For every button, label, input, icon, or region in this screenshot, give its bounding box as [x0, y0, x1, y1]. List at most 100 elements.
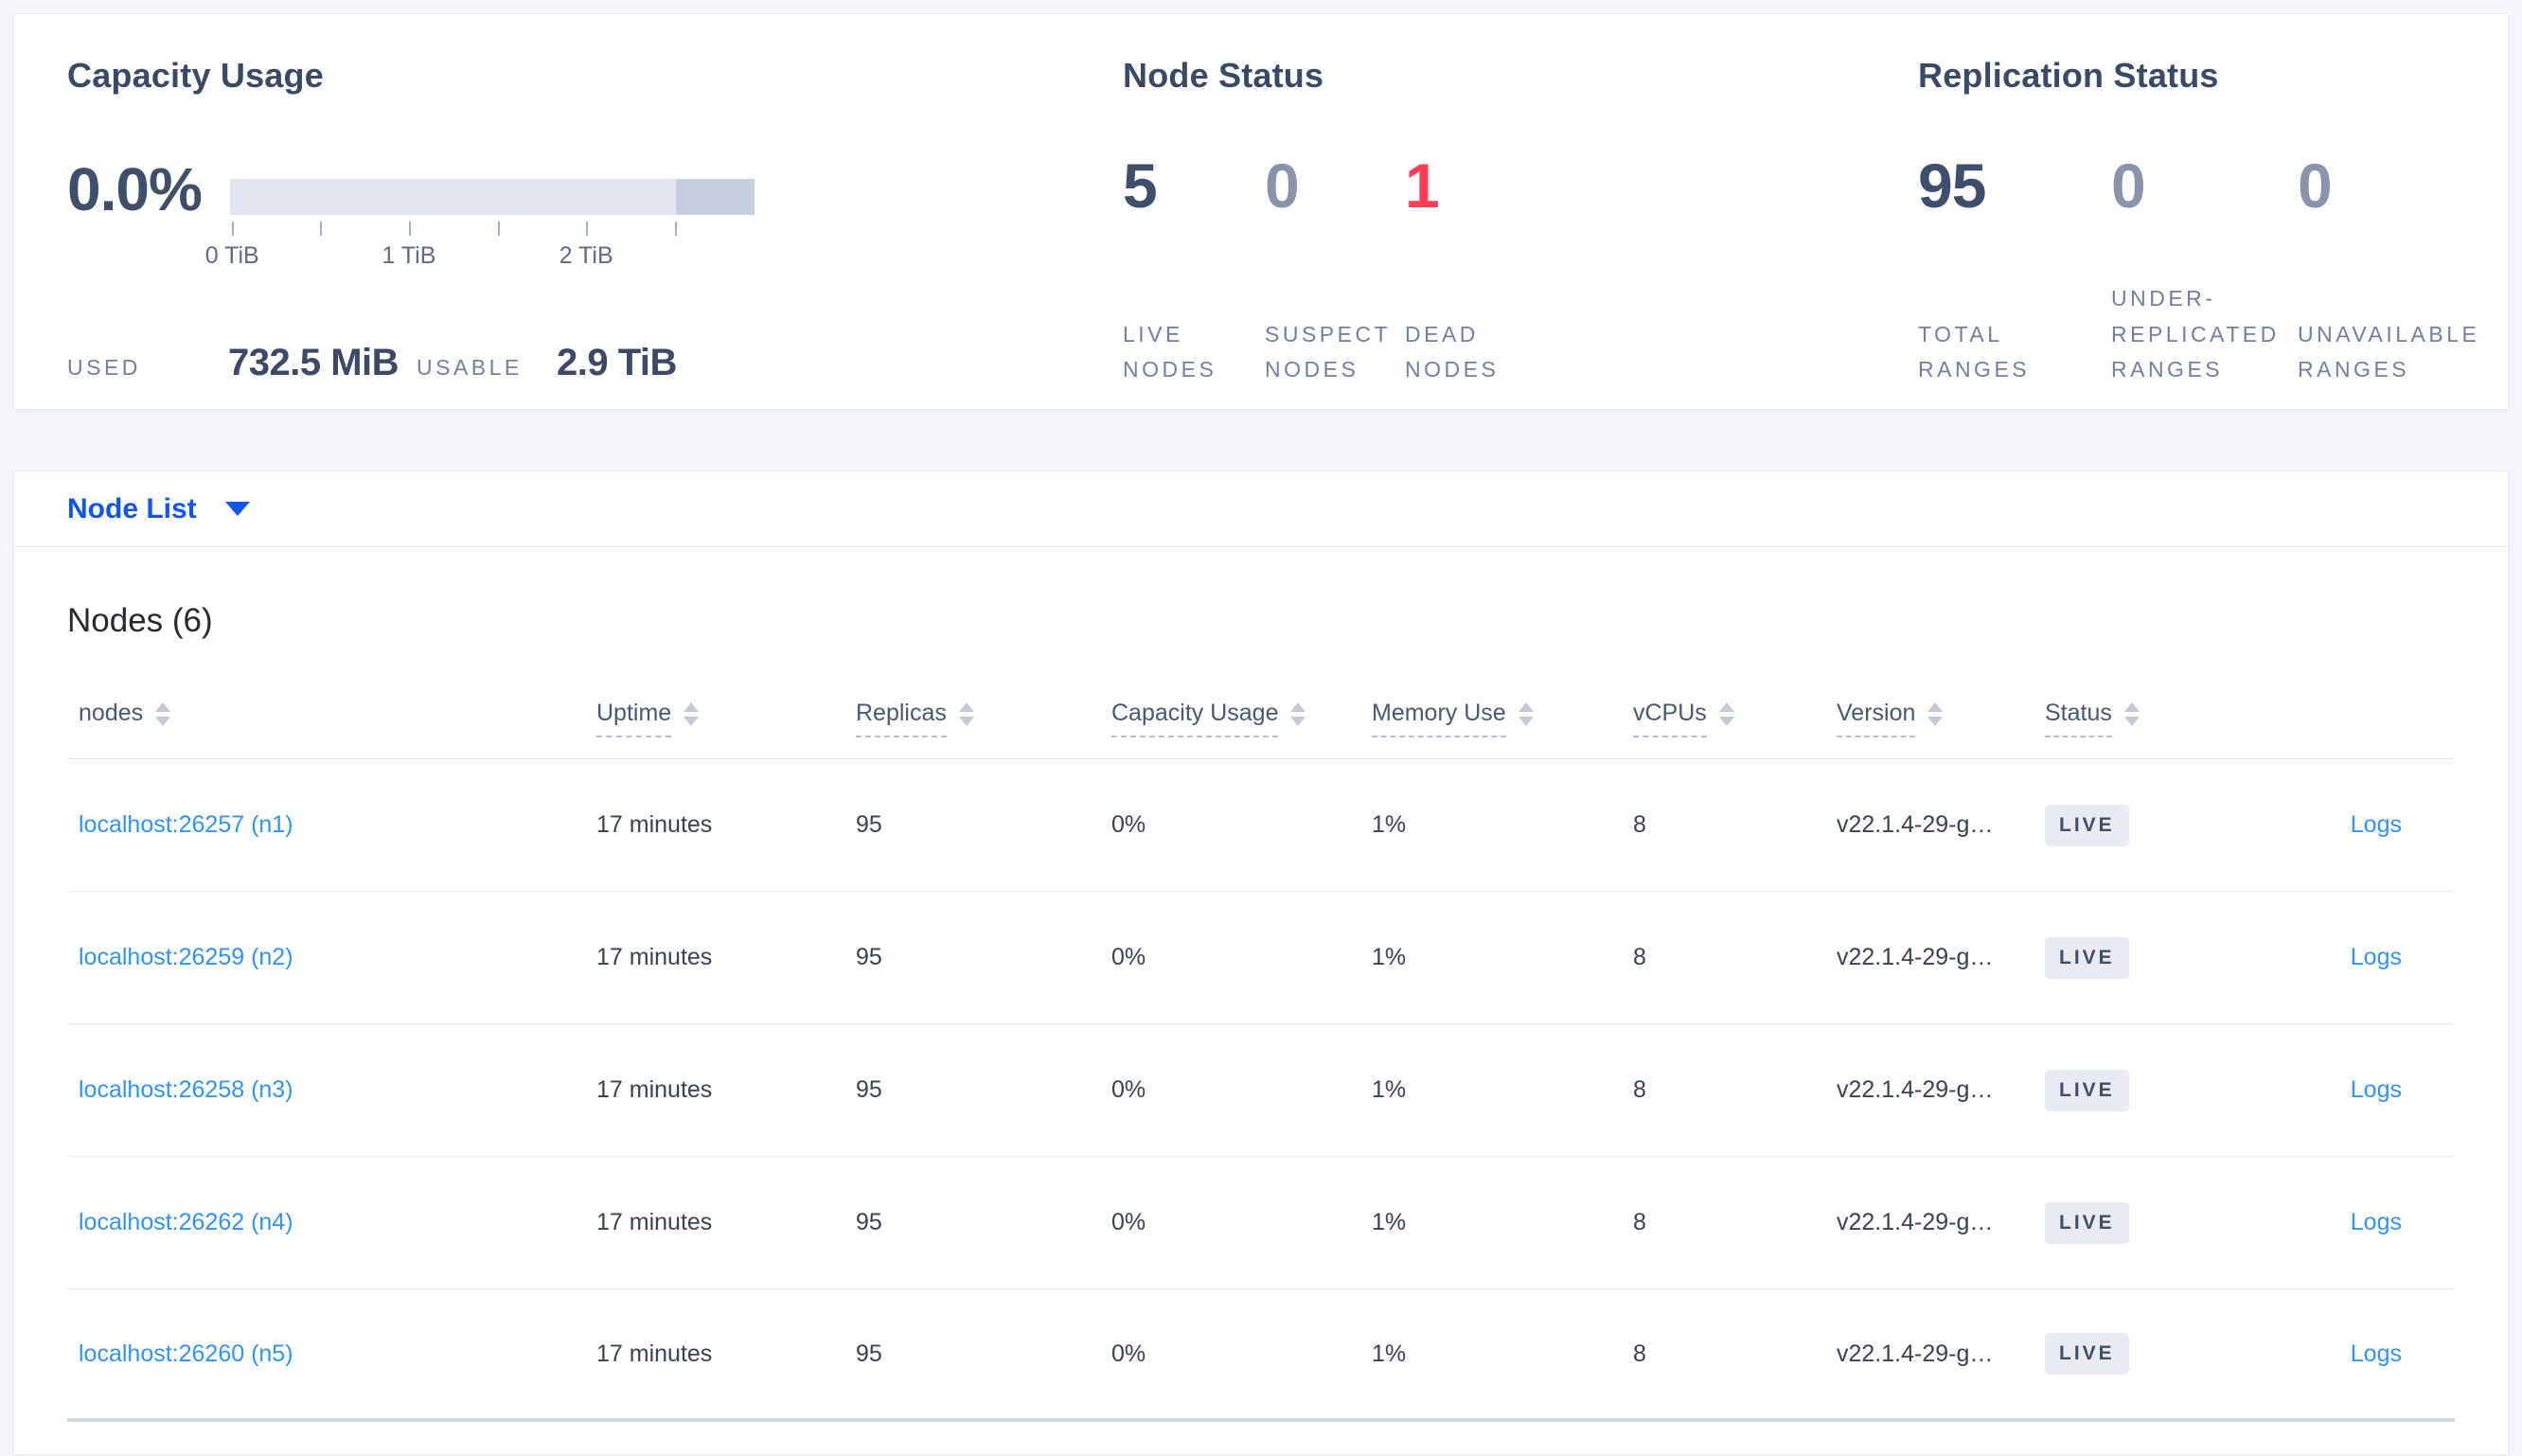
status-cell: LIVE — [2045, 1201, 2258, 1244]
capacity-usage-cell: 0% — [1111, 944, 1146, 970]
sort-icon — [1718, 702, 1734, 726]
status-badge: LIVE — [2045, 1333, 2129, 1375]
sort-icon — [1518, 702, 1534, 726]
logs-cell: Logs — [2258, 1209, 2455, 1236]
logs-link[interactable]: Logs — [2350, 1076, 2402, 1103]
view-selector-dropdown[interactable]: Node List — [14, 471, 2508, 547]
status-cell: LIVE — [2045, 1333, 2258, 1375]
replicas-cell: 95 — [856, 811, 882, 838]
node-link[interactable]: localhost:26262 (n4) — [79, 1209, 293, 1235]
status-badge: LIVE — [2045, 1069, 2129, 1111]
node-address-cell: localhost:26259 (n2) — [67, 944, 596, 971]
replicas-cell: 95 — [856, 1076, 882, 1103]
column-header-status[interactable]: Status — [2045, 699, 2258, 737]
version-cell: v22.1.4-29-g… — [1837, 811, 1994, 838]
vcpus-cell: 8 — [1633, 811, 1646, 838]
column-header-nodes[interactable]: nodes — [67, 699, 596, 727]
version-cell: v22.1.4-29-g… — [1837, 944, 1994, 970]
logs-link[interactable]: Logs — [2350, 944, 2402, 970]
used-label: USED — [67, 355, 141, 380]
column-header-replicas[interactable]: Replicas — [856, 699, 1111, 737]
suspect-nodes-count: 0 — [1265, 151, 1300, 221]
usable-value: 2.9 TiB — [557, 342, 677, 383]
capacity-usage-cell: 0% — [1111, 1340, 1146, 1367]
sort-icon — [1290, 702, 1306, 726]
status-badge: LIVE — [2045, 1201, 2129, 1244]
node-status-numbers: 5 0 1 — [1123, 151, 1440, 222]
node-address-cell: localhost:26257 (n1) — [67, 811, 596, 839]
axis-label-1tib: 1 TiB — [382, 242, 436, 269]
version-cell: v22.1.4-29-g… — [1837, 1076, 1994, 1103]
cluster-summary-card: Capacity Usage Node Status Replication S… — [13, 13, 2509, 410]
status-cell: LIVE — [2045, 1069, 2258, 1111]
column-header-vcpus[interactable]: vCPUs — [1633, 699, 1837, 737]
node-status-title: Node Status — [1123, 56, 1324, 95]
sort-icon — [2123, 702, 2140, 726]
capacity-usage-cell: 0% — [1111, 1209, 1146, 1235]
status-badge: LIVE — [2045, 804, 2129, 846]
sort-icon — [1927, 702, 1944, 726]
replication-status-labels: TOTAL RANGES UNDER-REPLICATED RANGES UNA… — [1918, 281, 2515, 387]
vcpus-cell: 8 — [1633, 1209, 1646, 1235]
logs-link[interactable]: Logs — [2350, 1209, 2402, 1235]
logs-link[interactable]: Logs — [2350, 1340, 2402, 1367]
logs-cell: Logs — [2258, 944, 2455, 971]
replicas-cell: 95 — [856, 1340, 882, 1367]
node-link[interactable]: localhost:26258 (n3) — [79, 1076, 293, 1103]
replication-status-title: Replication Status — [1918, 56, 2219, 95]
under-replicated-ranges-label: UNDER-REPLICATED RANGES — [2111, 286, 2280, 382]
column-header-memory-use[interactable]: Memory Use — [1372, 699, 1633, 737]
live-nodes-label: LIVE NODES — [1123, 321, 1217, 382]
sort-icon — [155, 702, 171, 726]
status-badge: LIVE — [2045, 936, 2129, 979]
node-address-cell: localhost:26258 (n3) — [67, 1076, 596, 1104]
capacity-bar-reserved-segment — [675, 179, 755, 215]
version-cell: v22.1.4-29-g… — [1837, 1209, 1994, 1235]
memory-use-cell: 1% — [1372, 944, 1407, 970]
node-address-cell: localhost:26260 (n5) — [67, 1341, 596, 1368]
capacity-usage-title: Capacity Usage — [67, 56, 324, 95]
status-cell: LIVE — [2045, 804, 2258, 846]
vcpus-cell: 8 — [1633, 944, 1646, 970]
node-link[interactable]: localhost:26259 (n2) — [79, 944, 293, 970]
memory-use-cell: 1% — [1372, 1076, 1407, 1103]
dead-nodes-count: 1 — [1405, 151, 1440, 221]
replicas-cell: 95 — [856, 944, 882, 970]
column-header-version[interactable]: Version — [1837, 699, 2045, 737]
replicas-cell: 95 — [856, 1209, 882, 1235]
uptime-cell: 17 minutes — [596, 1076, 713, 1103]
capacity-usage-cell: 0% — [1111, 1076, 1146, 1103]
capacity-axis-ticks — [230, 222, 755, 237]
axis-label-2tib: 2 TiB — [559, 242, 613, 269]
table-body: localhost:26257 (n1) 17 minutes 95 0% 1%… — [67, 759, 2455, 1422]
sort-icon — [958, 702, 974, 726]
logs-cell: Logs — [2258, 811, 2455, 839]
memory-use-cell: 1% — [1372, 1209, 1407, 1235]
table-row: localhost:26258 (n3) 17 minutes 95 0% 1%… — [67, 1024, 2455, 1157]
column-header-uptime[interactable]: Uptime — [596, 699, 856, 737]
used-value: 732.5 MiB — [228, 342, 400, 383]
dead-nodes-label: DEAD NODES — [1405, 321, 1500, 382]
table-header-row: nodes Uptime Replicas Capacity Usage Mem… — [67, 699, 2455, 759]
logs-cell: Logs — [2258, 1341, 2455, 1368]
column-header-capacity-usage[interactable]: Capacity Usage — [1111, 699, 1372, 737]
live-nodes-count: 5 — [1123, 151, 1158, 221]
logs-link[interactable]: Logs — [2350, 811, 2402, 838]
memory-use-cell: 1% — [1372, 811, 1407, 838]
unavailable-ranges-count: 0 — [2298, 151, 2333, 221]
capacity-used-usable-row: USED 732.5 MiB USABLE 2.9 TiB — [67, 342, 677, 384]
suspect-nodes-label: SUSPECT NODES — [1265, 321, 1391, 382]
table-row: localhost:26260 (n5) 17 minutes 95 0% 1%… — [67, 1289, 2455, 1422]
uptime-cell: 17 minutes — [596, 1340, 713, 1367]
node-list-card: Node List Nodes (6) nodes Uptime Replica… — [13, 471, 2509, 1455]
capacity-axis-labels: 0 TiB 1 TiB 2 TiB — [205, 242, 755, 271]
view-selector-label: Node List — [67, 492, 197, 524]
node-link[interactable]: localhost:26260 (n5) — [79, 1340, 293, 1367]
capacity-usage-gauge: 0 TiB 1 TiB 2 TiB — [205, 179, 755, 271]
under-replicated-ranges-count: 0 — [2111, 151, 2146, 221]
node-link[interactable]: localhost:26257 (n1) — [79, 811, 293, 838]
capacity-bar — [230, 179, 755, 215]
version-cell: v22.1.4-29-g… — [1837, 1340, 1994, 1367]
total-ranges-count: 95 — [1918, 151, 1986, 221]
node-status-labels: LIVE NODES SUSPECT NODES DEAD NODES — [1123, 317, 1547, 388]
